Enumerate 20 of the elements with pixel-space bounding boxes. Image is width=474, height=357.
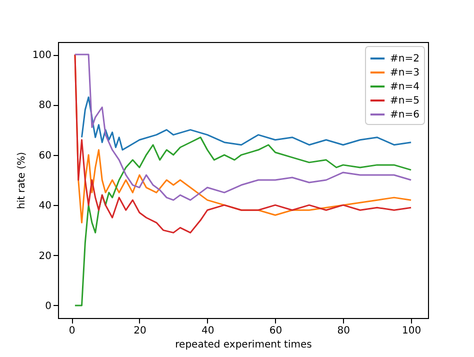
y-tick-label: 60	[38, 150, 52, 162]
x-tick-label: 40	[201, 326, 214, 336]
x-tick-label: 100	[402, 326, 422, 336]
legend-label: #n=3	[390, 68, 420, 78]
y-tick-label: 100	[32, 50, 52, 62]
y-tick-label: 80	[38, 100, 52, 112]
legend-label: #n=5	[390, 96, 420, 106]
y-tick-label: 20	[38, 250, 52, 262]
legend-label: #n=4	[390, 82, 420, 92]
y-tick-label: 0	[45, 300, 52, 312]
legend-label: #n=6	[390, 110, 420, 120]
line-series	[74, 136, 412, 306]
y-axis-title: hit rate (%)	[16, 152, 28, 210]
y-tick-label: 40	[38, 200, 52, 212]
legend-label: #n=2	[390, 54, 420, 64]
x-tick-label: 60	[269, 326, 282, 336]
x-tick-label: 0	[68, 326, 76, 336]
x-tick-label: 20	[134, 326, 146, 336]
x-axis-title: repeated experiment times	[175, 340, 312, 350]
x-tick-label: 80	[337, 326, 350, 336]
